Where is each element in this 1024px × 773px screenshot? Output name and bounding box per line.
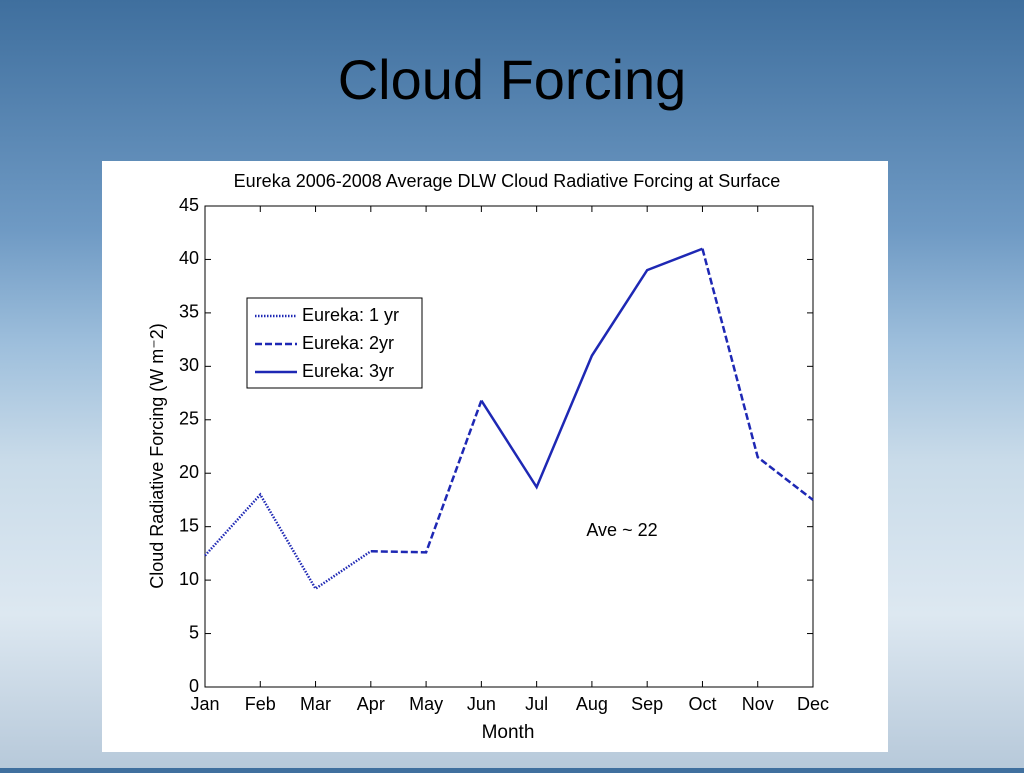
x-tick-label: Oct — [688, 694, 716, 714]
y-tick-label: 10 — [179, 569, 199, 589]
x-tick-label: Jul — [525, 694, 548, 714]
slide-title: Cloud Forcing — [338, 48, 687, 111]
x-tick-label: Aug — [576, 694, 608, 714]
y-tick-label: 40 — [179, 248, 199, 268]
x-tick-label: Dec — [797, 694, 829, 714]
x-tick-label: May — [409, 694, 443, 714]
y-tick-label: 0 — [189, 676, 199, 696]
chart-panel — [102, 161, 888, 752]
x-tick-label: Jun — [467, 694, 496, 714]
x-tick-label: Jan — [190, 694, 219, 714]
x-tick-label: Apr — [357, 694, 385, 714]
y-tick-label: 30 — [179, 355, 199, 375]
x-tick-label: Feb — [245, 694, 276, 714]
series-line — [370, 248, 814, 554]
y-tick-label: 35 — [179, 302, 199, 322]
y-tick-label: 45 — [179, 195, 199, 215]
y-tick-label: 25 — [179, 409, 199, 429]
y-axis-label: Cloud Radiative Forcing (W m⁻2) — [147, 323, 167, 589]
series-line — [480, 247, 703, 490]
y-tick-label: 20 — [179, 462, 199, 482]
y-tick-label: 5 — [189, 622, 199, 642]
legend-label: Eureka: 3yr — [302, 361, 394, 381]
x-tick-label: Nov — [742, 694, 774, 714]
x-tick-label: Sep — [631, 694, 663, 714]
x-tick-label: Mar — [300, 694, 331, 714]
chart-title: Eureka 2006-2008 Average DLW Cloud Radia… — [234, 171, 781, 191]
annotation: Ave ~ 22 — [586, 520, 657, 540]
legend-label: Eureka: 2yr — [302, 333, 394, 353]
y-tick-label: 15 — [179, 515, 199, 535]
x-axis-label: Month — [482, 722, 535, 743]
plot-frame — [204, 205, 814, 688]
legend-label: Eureka: 1 yr — [302, 305, 399, 325]
